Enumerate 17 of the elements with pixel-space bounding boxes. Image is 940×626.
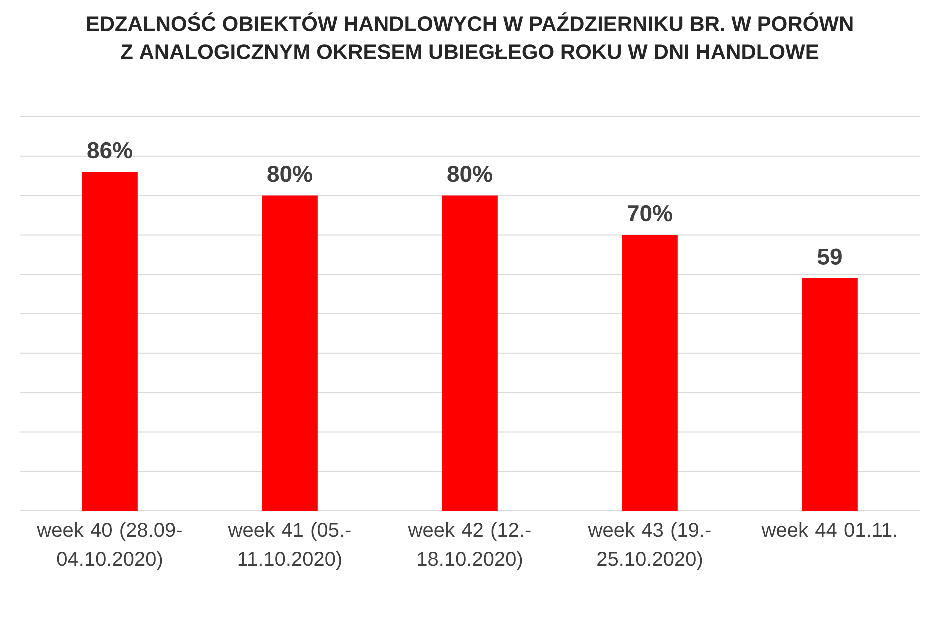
data-label: 86% [88,142,132,159]
data-label: 59 [818,248,842,265]
data-label: 70% [628,205,672,222]
x-tick-label: week 42 (12.-18.10.2020) [408,522,531,570]
x-tick-label: week 44 01.11. [762,522,896,538]
bar [442,196,498,511]
x-tick-label: week 40 (28.09-04.10.2020) [37,522,182,570]
data-label: 80% [448,166,492,182]
x-tick-label: week 43 (19.-25.10.2020) [588,522,711,570]
x-tick-label: week 41 (05.-11.10.2020) [228,522,351,570]
chart-subtitle: Z ANALOGICZNYM OKRESEM UBIEGŁEGO ROKU W DNI HANDLOWE [121,44,819,60]
chart-title: EDZALNOŚĆ OBIEKTÓW HANDLOWYCH W PAŹDZIERNIKU BR. W PORÓWN [87,12,853,32]
bar [82,172,138,511]
bar [622,235,678,511]
bar [262,196,318,511]
data-label: 80% [268,166,312,182]
bar [802,278,858,511]
